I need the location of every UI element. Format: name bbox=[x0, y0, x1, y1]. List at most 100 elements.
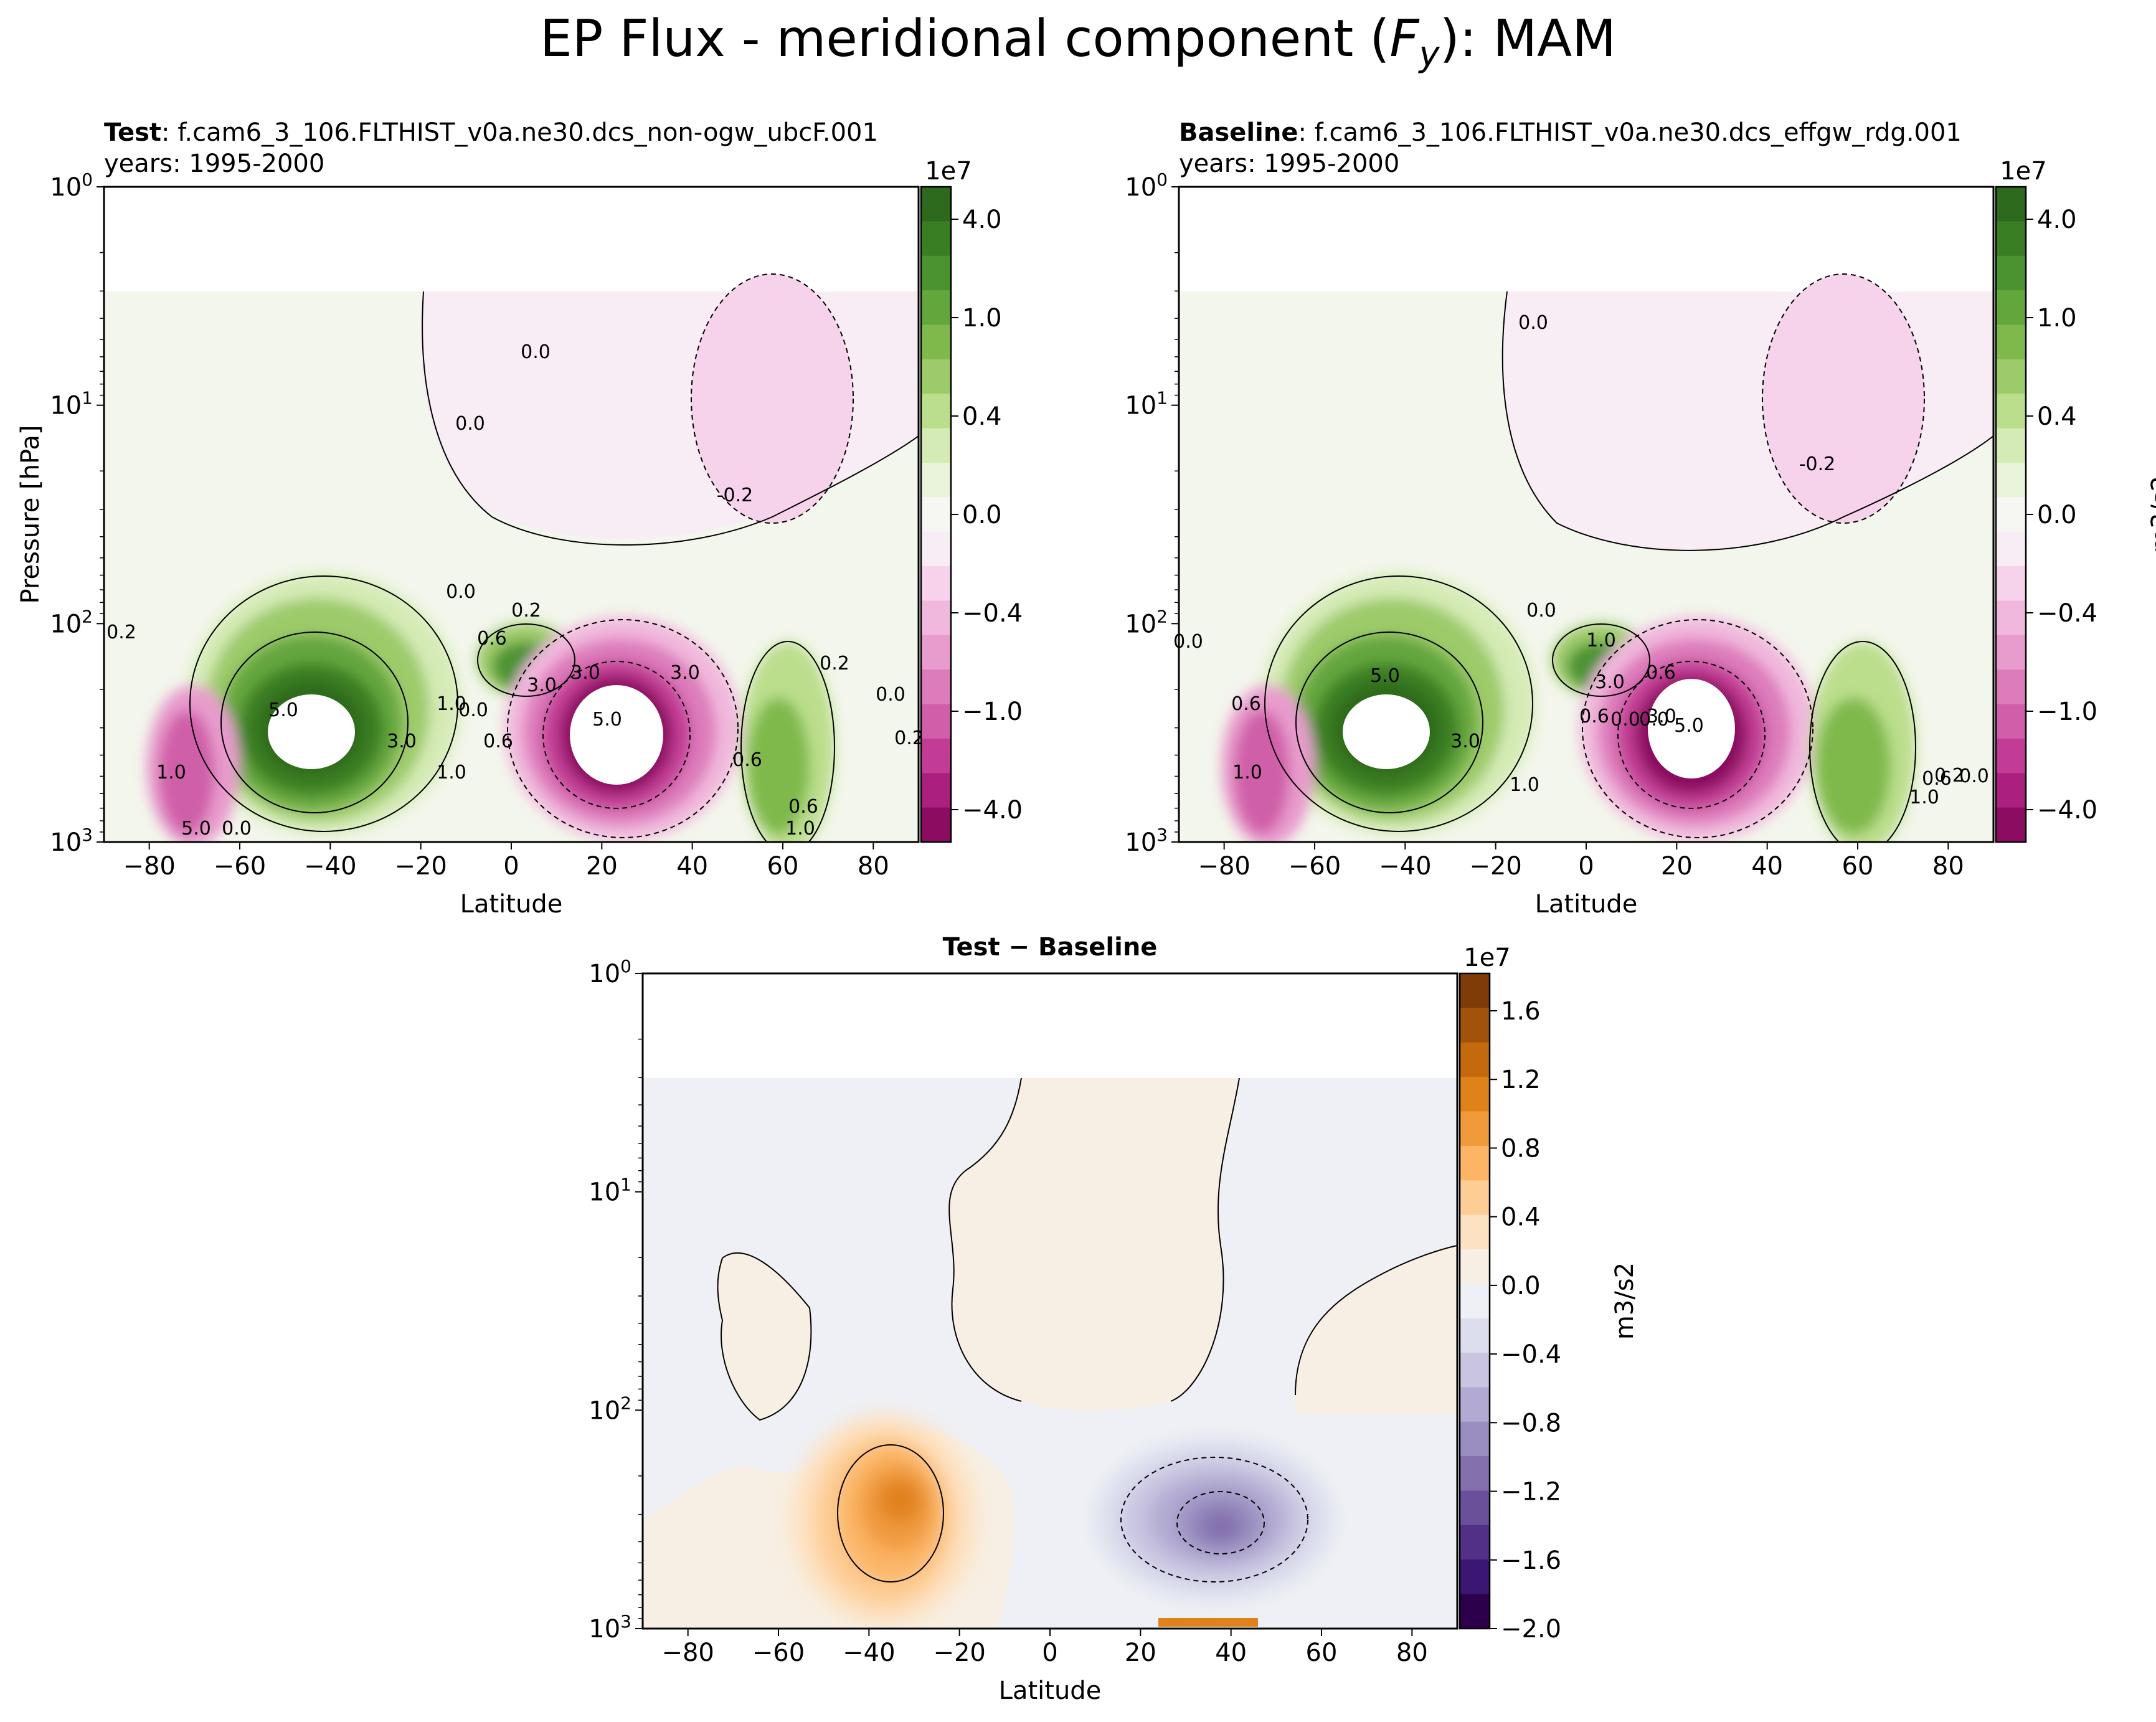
baseline-xtick-label: −40 bbox=[1379, 852, 1431, 881]
diff-ytick-label: 101 bbox=[589, 1175, 631, 1207]
diff-colorbar-swatch bbox=[1460, 1284, 1490, 1319]
diff-colorbar-swatch bbox=[1460, 1249, 1490, 1285]
test-xtick-label: 20 bbox=[586, 852, 618, 881]
test-colorbar-swatch bbox=[921, 531, 951, 567]
diff-colorbar-tick-label: 1.2 bbox=[1501, 1066, 1541, 1094]
baseline-xtick-label: 20 bbox=[1661, 852, 1693, 881]
diff-xtick-label: 60 bbox=[1306, 1639, 1338, 1667]
diff-xlabel: Latitude bbox=[999, 1677, 1102, 1705]
test-xtick-label: 60 bbox=[767, 852, 799, 881]
figure-title: EP Flux - meridional component (Fy): MAM bbox=[540, 9, 1616, 75]
diff-colorbar-tick-label: 1.6 bbox=[1501, 997, 1541, 1026]
test-colorbar-swatch bbox=[921, 738, 951, 774]
test-green-nh-2 bbox=[747, 698, 810, 835]
test-contour-label: 3.0 bbox=[527, 674, 557, 696]
test-ytick-label: 103 bbox=[50, 825, 93, 857]
baseline-xlabel: Latitude bbox=[1535, 890, 1638, 919]
baseline-colorbar-swatch bbox=[1996, 600, 2026, 636]
baseline-colorbar-swatch bbox=[1996, 428, 2026, 463]
test-contour-label: -0.2 bbox=[717, 485, 754, 506]
baseline-contour-label: 1.0 bbox=[1909, 787, 1939, 808]
test-ytick-label: 101 bbox=[50, 388, 93, 420]
test-ytick-label: 102 bbox=[50, 606, 93, 638]
test-contour-label-layer: 0.00.0-0.20.00.20.63.03.0 0.20.05.03.01.0… bbox=[106, 341, 924, 840]
test-contour-label: 3.0 bbox=[387, 731, 417, 752]
baseline-ytick-label: 101 bbox=[1125, 388, 1168, 420]
test-colorbar-swatch bbox=[921, 255, 951, 291]
baseline-colorbar-swatch bbox=[1996, 807, 2026, 843]
figure-title-prefix: EP Flux - meridional component ( bbox=[540, 9, 1389, 69]
figure-title-subscript: y bbox=[1418, 34, 1440, 75]
baseline-xtick-label: 0 bbox=[1578, 852, 1594, 881]
diff-colorbar-tick-label: −0.8 bbox=[1501, 1409, 1561, 1437]
test-colorbar-swatch bbox=[921, 462, 951, 498]
diff-xtick-label: 0 bbox=[1042, 1639, 1057, 1667]
test-colorbar-swatch bbox=[921, 704, 951, 739]
baseline-colorbar-tick-label: 0.4 bbox=[2037, 402, 2077, 431]
diff-colorbar-swatch bbox=[1460, 1421, 1490, 1457]
test-colorbar-tick-label: −4.0 bbox=[962, 796, 1023, 825]
test-neg-column bbox=[691, 274, 853, 523]
baseline-ytick-label: 102 bbox=[1125, 606, 1168, 638]
baseline-contour-label: -0.2 bbox=[1799, 453, 1836, 475]
test-label-bold: Test bbox=[104, 118, 161, 147]
diff-colorbar-tick-label: 0.8 bbox=[1501, 1134, 1541, 1163]
test-contour-label: 5.0 bbox=[268, 699, 298, 721]
baseline-colorbar-swatch bbox=[1996, 187, 2026, 222]
baseline-colorbar-tick-label: −0.4 bbox=[2037, 599, 2097, 628]
test-contour-label: 0.0 bbox=[458, 699, 488, 721]
baseline-contour-label: 0.6 bbox=[1579, 706, 1609, 727]
baseline-plot-area bbox=[1179, 187, 1993, 842]
test-hole-south bbox=[268, 694, 355, 769]
baseline-colorbar-swatch bbox=[1996, 738, 2026, 774]
test-contour-label: 1.0 bbox=[437, 762, 466, 783]
test-colorbar-swatch bbox=[921, 807, 951, 843]
diff-colorbar-swatch bbox=[1460, 1525, 1490, 1561]
baseline-label-bold: Baseline bbox=[1179, 118, 1298, 147]
test-label: Test: f.cam6_3_106.FLTHIST_v0a.ne30.dcs_… bbox=[104, 118, 878, 147]
baseline-contour-label: 0.6 bbox=[1646, 662, 1676, 684]
diff-colorbar-swatch bbox=[1460, 1490, 1490, 1526]
test-colorbar-tick-label: 1.0 bbox=[962, 304, 1002, 333]
panel-baseline: Baseline: f.cam6_3_106.FLTHIST_v0a.ne30.… bbox=[1125, 118, 2156, 919]
baseline-contour-label: 1.0 bbox=[1232, 762, 1262, 783]
diff-colorbar-swatch bbox=[1460, 1387, 1490, 1422]
diff-pos-nh bbox=[1295, 1246, 1457, 1414]
diff-colorbar-swatch bbox=[1460, 1318, 1490, 1353]
baseline-contour-label: 0.0 bbox=[1610, 709, 1640, 731]
diff-colorbar-scale: 1e7 bbox=[1463, 944, 1511, 972]
figure-title-suffix: ): MAM bbox=[1440, 9, 1616, 69]
test-pink-sh-2 bbox=[159, 710, 215, 835]
diff-colorbar-swatch bbox=[1460, 1008, 1490, 1043]
baseline-contour-label: 0.0 bbox=[1518, 312, 1548, 334]
diff-colorbar-tick-label: −1.6 bbox=[1501, 1546, 1561, 1575]
test-xtick-label: −60 bbox=[214, 852, 266, 881]
baseline-colorbar-swatch bbox=[1996, 290, 2026, 326]
diff-xtick-label: −40 bbox=[843, 1639, 895, 1667]
baseline-ytick-label: 103 bbox=[1125, 825, 1168, 857]
diff-plot-area bbox=[643, 973, 1457, 1629]
test-contour-label: 0.6 bbox=[483, 731, 513, 752]
diff-orange-5 bbox=[878, 1479, 922, 1523]
baseline-hole-north bbox=[1648, 679, 1735, 778]
test-contour-label: 0.2 bbox=[894, 727, 924, 749]
baseline-colorbar-swatch bbox=[1996, 394, 2026, 429]
test-colorbar-scale: 1e7 bbox=[925, 157, 972, 186]
diff-colorbar-swatch bbox=[1460, 1594, 1490, 1629]
diff-bg-top bbox=[643, 973, 1457, 1078]
test-colorbar: 4.0 1.0 0.4 0.0 −0.4 −1.0 −4.0 1e7 bbox=[920, 157, 1023, 843]
baseline-colorbar-swatch bbox=[1996, 462, 2026, 498]
test-colorbar-tick-label: 0.4 bbox=[962, 402, 1002, 431]
baseline-colorbar-scale: 1e7 bbox=[2000, 157, 2047, 186]
panel-diff: Test − Baseline bbox=[589, 933, 1639, 1705]
baseline-xtick-label: 60 bbox=[1842, 852, 1874, 881]
test-xtick-label: −20 bbox=[394, 852, 447, 881]
test-contour-label: 0.6 bbox=[477, 628, 507, 650]
test-contour-label: 0.0 bbox=[521, 341, 551, 363]
test-hole-north bbox=[570, 685, 663, 785]
test-colorbar-swatch bbox=[921, 669, 951, 705]
test-xtick-label: 0 bbox=[503, 852, 519, 881]
panel-test: Test: f.cam6_3_106.FLTHIST_v0a.ne30.dcs_… bbox=[16, 118, 1023, 919]
baseline-colorbar-swatch bbox=[1996, 324, 2026, 360]
test-colorbar-swatch bbox=[921, 221, 951, 257]
